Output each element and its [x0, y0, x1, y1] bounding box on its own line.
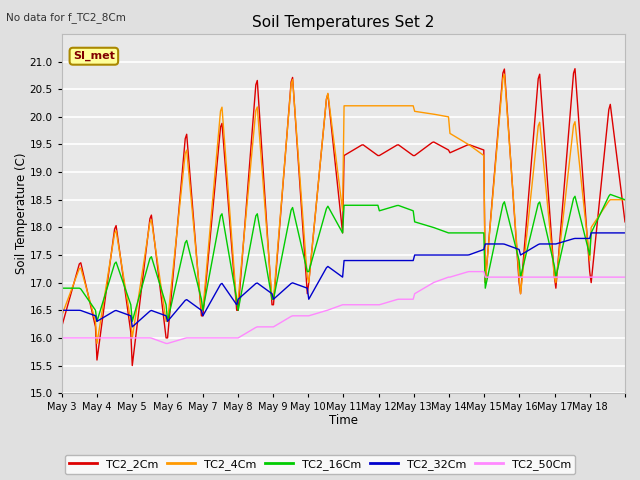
Legend: TC2_2Cm, TC2_4Cm, TC2_16Cm, TC2_32Cm, TC2_50Cm: TC2_2Cm, TC2_4Cm, TC2_16Cm, TC2_32Cm, TC… — [65, 455, 575, 474]
X-axis label: Time: Time — [329, 414, 358, 427]
Text: SI_met: SI_met — [73, 51, 115, 61]
Title: Soil Temperatures Set 2: Soil Temperatures Set 2 — [252, 15, 435, 30]
Y-axis label: Soil Temperature (C): Soil Temperature (C) — [15, 153, 28, 274]
Text: No data for f_TC2_8Cm: No data for f_TC2_8Cm — [6, 12, 126, 23]
